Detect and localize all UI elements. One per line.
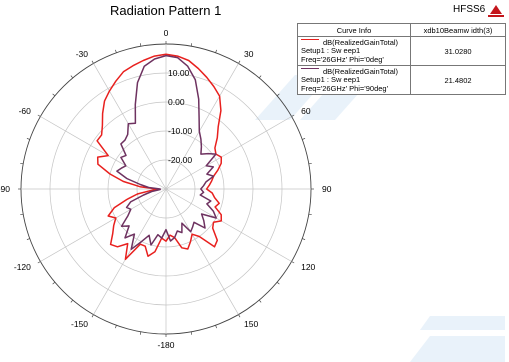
angle-tick-label: 120: [301, 262, 315, 272]
legend-header-beamwidth: xdb10Beamw idth(3): [410, 23, 506, 37]
brand-label: HFSS6: [453, 4, 486, 15]
angle-tick-label: 0: [164, 28, 169, 38]
grid-tick: [190, 331, 193, 335]
grid-tick: [276, 281, 280, 285]
angle-tick-label: 150: [244, 319, 258, 329]
grid-tick: [238, 60, 241, 64]
grid-tick: [20, 213, 24, 216]
polar-grid: [18, 41, 314, 337]
radial-tick-label: -10.00: [168, 126, 192, 136]
grid-spoke: [165, 116, 292, 190]
grid-tick: [302, 138, 306, 140]
grid-tick: [115, 325, 117, 329]
angle-tick-label: -60: [19, 106, 32, 116]
grid-spoke: [40, 116, 167, 190]
legend-curve-setup: Setup1 : Sw eep1: [301, 46, 361, 55]
legend-line-swatch: [301, 68, 319, 69]
grid-spoke: [165, 188, 292, 262]
grid-tick: [238, 314, 241, 318]
grid-tick: [26, 138, 30, 140]
grid-spoke: [93, 188, 167, 315]
legend-curve-freq: Freq='26GHz' Phi='90deg': [301, 83, 389, 93]
radial-tick-label: 0.00: [168, 97, 185, 107]
grid-tick: [70, 299, 74, 303]
grid-tick: [215, 325, 217, 329]
radial-tick-label: 10.00: [168, 68, 190, 78]
grid-spoke: [93, 63, 167, 190]
grid-tick: [26, 238, 30, 240]
curves: [96, 53, 223, 261]
ansoft-logo-icon: [488, 5, 504, 17]
grid-spoke: [165, 63, 239, 190]
radial-tick-label: -20.00: [168, 155, 192, 165]
legend-table: Curve Info xdb10Beamw idth(3) dB(Realize…: [297, 23, 506, 95]
legend-curve-freq: Freq='26GHz' Phi='0deg': [301, 54, 384, 64]
legend-curve-setup: Setup1 : Sw eep1: [301, 75, 361, 84]
legend-row: dB(RealizedGainTotal) Setup1 : Sw eep1 F…: [297, 65, 506, 95]
grid-spoke: [40, 188, 167, 262]
grid-tick: [91, 60, 94, 64]
grid-tick: [190, 43, 193, 47]
tick-labels: 10.00 0.00 -10.00 -20.00 0 30 60 90 120 150 -180 -1…: [0, 28, 332, 350]
grid-spoke: [165, 188, 239, 315]
legend-curve-name: dB(RealizedGainTotal): [323, 38, 399, 47]
legend-curve-value: 21.4802: [410, 65, 506, 95]
legend-curve-info: dB(RealizedGainTotal) Setup1 : Sw eep1 F…: [297, 65, 411, 95]
grid-tick: [91, 314, 94, 318]
angle-tick-label: -150: [71, 319, 88, 329]
grid-tick: [139, 331, 142, 335]
angle-tick-label: -120: [14, 262, 31, 272]
legend-row: dB(RealizedGainTotal) Setup1 : Sw eep1 F…: [297, 36, 506, 66]
legend-curve-info: dB(RealizedGainTotal) Setup1 : Sw eep1 F…: [297, 36, 411, 66]
angle-tick-label: -30: [76, 49, 89, 59]
angle-tick-label: -90: [0, 184, 10, 194]
legend-line-swatch: [301, 39, 319, 40]
grid-tick: [302, 238, 306, 240]
grid-tick: [139, 43, 142, 47]
angle-tick-label: 60: [301, 106, 311, 116]
series-curve-1: [116, 54, 217, 251]
grid-tick: [258, 75, 262, 79]
grid-tick: [276, 93, 280, 97]
angle-tick-label: 30: [244, 49, 254, 59]
grid-tick: [291, 261, 295, 264]
angle-tick-label: -180: [157, 340, 174, 350]
grid-tick: [291, 114, 295, 117]
grid-tick: [308, 162, 312, 165]
grid-tick: [52, 93, 56, 97]
grid-tick: [20, 162, 24, 165]
grid-tick: [215, 49, 217, 53]
grid-tick: [52, 281, 56, 285]
angle-tick-label: 90: [322, 184, 332, 194]
series-curve-0: [96, 53, 223, 261]
grid-tick: [258, 299, 262, 303]
legend-header-curve-info: Curve Info: [297, 23, 411, 37]
legend-curve-value: 31.0280: [410, 36, 506, 66]
chart-title: Radiation Pattern 1: [110, 3, 222, 18]
grid-tick: [115, 49, 117, 53]
grid-tick: [70, 75, 74, 79]
legend-curve-name: dB(RealizedGainTotal): [323, 67, 399, 76]
grid-tick: [37, 261, 41, 264]
grid-tick: [37, 114, 41, 117]
grid-tick: [308, 213, 312, 216]
